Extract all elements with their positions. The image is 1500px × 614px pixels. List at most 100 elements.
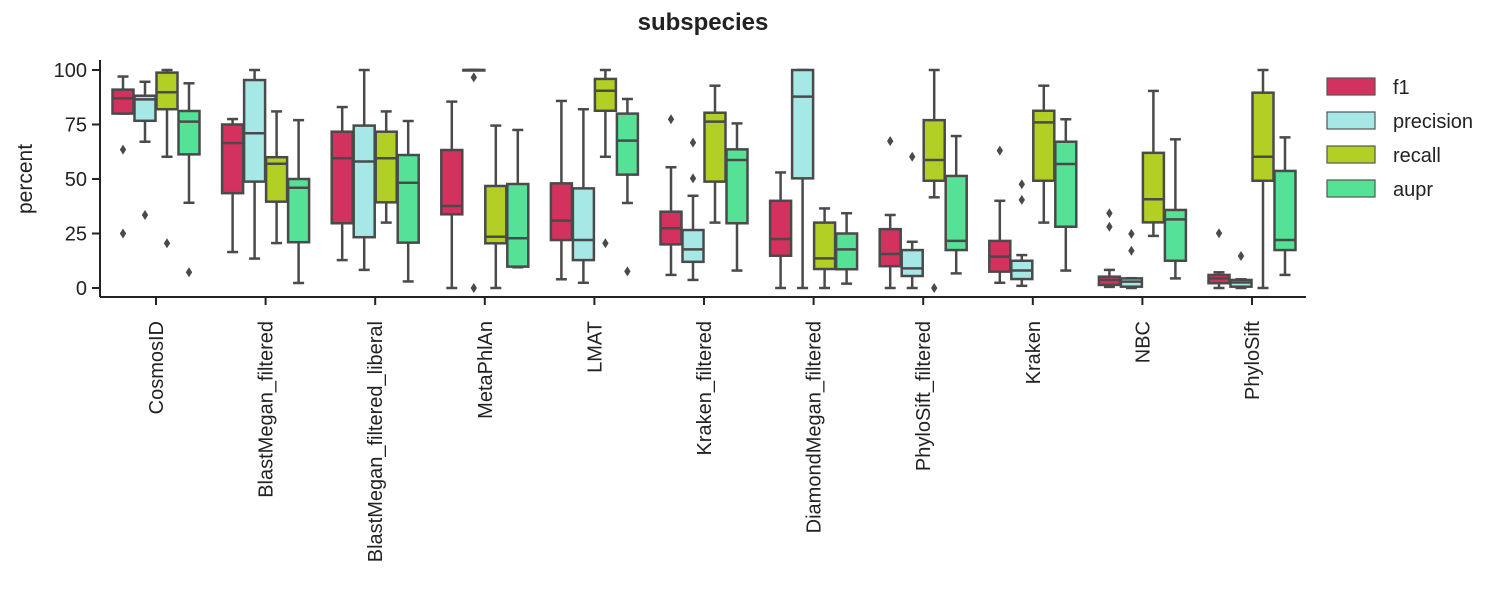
- box-iqr: [725, 148, 749, 225]
- box-recall: [374, 110, 398, 224]
- outlier-point: [1106, 221, 1113, 232]
- box-aupr: [396, 119, 420, 283]
- outlier-point: [141, 209, 149, 220]
- box-aupr: [944, 134, 968, 275]
- legend-item-f1: f1: [1326, 77, 1410, 99]
- box-iqr: [812, 221, 837, 271]
- outlier-point: [470, 72, 477, 83]
- box-iqr: [1273, 169, 1297, 252]
- x-tick-label: BlastMegan_filtered: [256, 321, 278, 498]
- box-precision: [900, 151, 924, 290]
- box-iqr: [177, 109, 201, 156]
- outlier-point: [667, 114, 675, 125]
- legend-swatch: [1326, 145, 1376, 164]
- x-tick-label: LMAT: [584, 321, 606, 373]
- box-f1: [111, 75, 135, 239]
- box-group: [549, 68, 640, 285]
- box-f1: [1097, 208, 1122, 289]
- box-f1: [220, 117, 245, 254]
- box-iqr: [396, 153, 420, 244]
- y-tick-label: 0: [76, 278, 87, 300]
- box-iqr: [1251, 91, 1275, 182]
- box-recall: [484, 124, 508, 290]
- chart-title: subspecies: [638, 9, 769, 36]
- box-aupr: [615, 97, 640, 277]
- x-tick-label: PhyloSift_filtered: [913, 321, 935, 471]
- box-precision: [242, 68, 267, 260]
- x-tick-label: CosmosID: [146, 321, 168, 414]
- box-iqr: [615, 112, 640, 176]
- outlier-point: [931, 283, 938, 293]
- legend-swatch: [1326, 111, 1376, 130]
- box-recall: [922, 68, 946, 293]
- box-aupr: [506, 128, 530, 269]
- box-f1: [659, 114, 683, 277]
- box-recall: [703, 84, 727, 224]
- box-recall: [593, 68, 618, 249]
- box-iqr: [1141, 151, 1166, 224]
- box-iqr: [440, 148, 464, 216]
- box-group: [1097, 89, 1188, 290]
- box-precision: [1119, 228, 1144, 290]
- box-group: [659, 84, 749, 282]
- box-aupr: [834, 211, 859, 285]
- box-f1: [878, 136, 902, 290]
- x-tick-label: PhyloSift: [1242, 321, 1264, 400]
- box-aupr: [1054, 118, 1078, 272]
- box-recall: [155, 68, 179, 249]
- x-tick-label: NBC: [1132, 321, 1154, 363]
- x-tick-label: Kraken_filtered: [694, 321, 716, 456]
- box-iqr: [220, 123, 245, 195]
- box-f1: [330, 105, 354, 262]
- box-aupr: [725, 122, 749, 272]
- outlier-point: [689, 137, 697, 148]
- x-tick-label: BlastMegan_filtered_liberal: [365, 321, 387, 562]
- box-iqr: [111, 88, 135, 115]
- box-precision: [1010, 179, 1034, 288]
- x-tick-label: DiamondMegan_filtered: [804, 321, 826, 533]
- box-precision: [681, 137, 705, 282]
- box-recall: [1032, 84, 1056, 224]
- box-group: [988, 84, 1078, 288]
- box-iqr: [571, 187, 596, 262]
- box-iqr: [330, 130, 354, 225]
- legend-swatch: [1326, 77, 1376, 96]
- outlier-point: [470, 283, 477, 293]
- legend-label: recall: [1393, 145, 1441, 167]
- box-aupr: [286, 118, 311, 285]
- box-aupr: [1163, 138, 1188, 280]
- outlier-point: [887, 136, 894, 147]
- outlier-point: [1018, 179, 1025, 190]
- box-iqr: [1054, 140, 1078, 228]
- box-f1: [1207, 228, 1231, 290]
- y-axis-label: percent: [14, 144, 37, 214]
- box-precision: [790, 68, 815, 290]
- box-recall: [1141, 89, 1166, 238]
- outlier-point: [163, 238, 171, 249]
- box-group: [878, 68, 968, 293]
- box-iqr: [1163, 208, 1188, 262]
- y-tick-label: 25: [65, 224, 87, 246]
- outlier-point: [1018, 194, 1025, 205]
- box-group: [1207, 68, 1297, 290]
- box-aupr: [177, 82, 201, 278]
- axes: 0 25 50 75 100 CosmosID BlastMegan_filtered Bla…: [54, 60, 1306, 562]
- box-recall: [812, 207, 837, 290]
- outlier-point: [119, 144, 127, 155]
- outlier-point: [185, 267, 193, 278]
- box-iqr: [944, 174, 968, 252]
- box-iqr: [506, 182, 530, 268]
- box-f1: [768, 171, 793, 290]
- box-iqr: [922, 118, 946, 182]
- box-group: [111, 68, 201, 278]
- box-iqr: [681, 228, 705, 264]
- box-recall: [264, 110, 289, 245]
- y-tick-label: 75: [65, 115, 87, 137]
- box-precision: [571, 107, 596, 285]
- box-group: [768, 68, 859, 290]
- box-iqr: [484, 184, 508, 245]
- legend-item-aupr: aupr: [1326, 179, 1433, 201]
- legend: f1 precision recall aupr: [1326, 77, 1473, 201]
- legend-label: precision: [1393, 111, 1473, 133]
